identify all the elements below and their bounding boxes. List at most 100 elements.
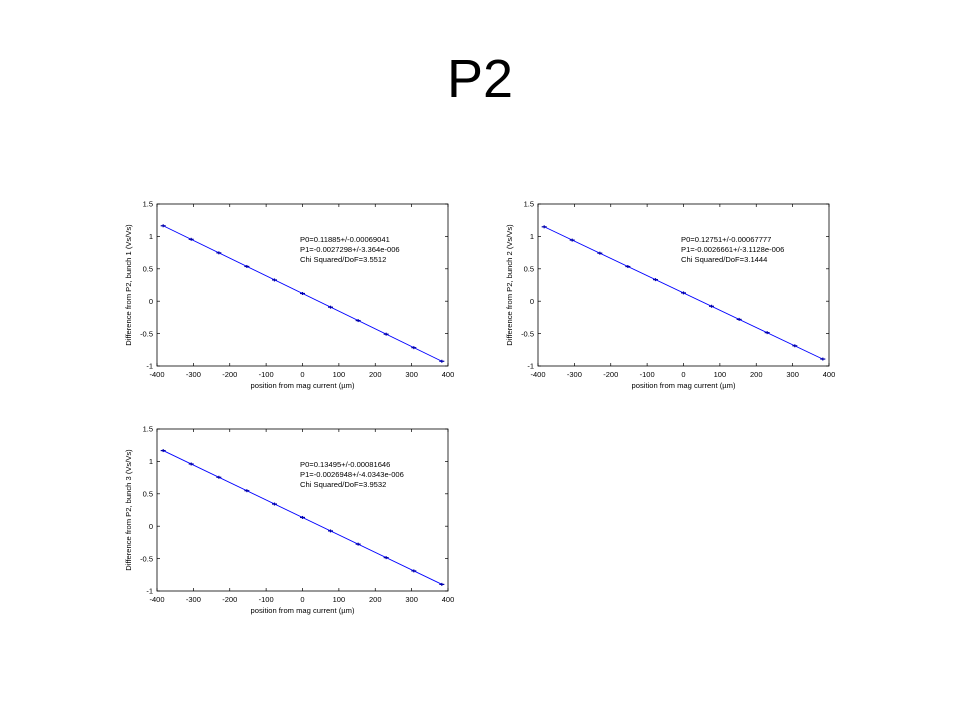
chart-bunch-1: -400 -300 -200 -100 0 100 200 300 400 -1 -0.5 0 0.5 1… [116,193,461,398]
x-tick-label: -200 [603,370,618,379]
chart-svg: -400 -300 -200 -100 0 100 200 300 400 -1 -0.5 0 0.5 1… [124,425,455,615]
x-tick-label: -100 [640,370,655,379]
data-point [160,224,166,228]
y-tick-label: 1 [149,232,153,241]
x-tick-label: 0 [681,370,685,379]
y-tick-label: -0.5 [521,329,534,338]
x-axis-label: position from mag current (µm) [251,606,355,615]
x-tick-label: 0 [300,370,304,379]
data-point [355,542,361,546]
data-point [383,556,389,560]
data-point [439,359,445,363]
data-point [411,569,417,573]
x-tick-label: 400 [442,370,455,379]
y-tick-label: 0 [149,522,153,531]
data-point [188,237,194,241]
data-point [216,475,222,479]
x-tick-label: -300 [186,370,201,379]
data-point [300,515,305,519]
chart-svg: -400 -300 -200 -100 0 100 200 300 400 -1 -0.5 0 0.5 1… [124,200,455,390]
fit-annotation: Chi Squared/DoF=3.9532 [300,480,386,489]
plot-frame [156,203,449,367]
x-tick-label: -400 [149,595,164,604]
data-point [597,251,603,255]
y-axis-label: Difference from P2, bunch 3 (Vs/Vs) [124,449,133,571]
data-point [411,346,417,350]
data-point [355,319,361,323]
y-axis-label: Difference from P2, bunch 2 (Vs/Vs) [505,224,514,346]
y-tick-label: 1 [149,457,153,466]
x-tick-label: -400 [530,370,545,379]
x-tick-label: 200 [369,595,382,604]
y-tick-label: 0 [149,297,153,306]
y-tick-label: -1 [146,362,153,371]
data-point [764,331,770,335]
x-tick-label: -200 [222,595,237,604]
y-tick-label: -1 [146,587,153,596]
chart-bunch-2: -400 -300 -200 -100 0 100 200 300 400 -1 -0.5 0 0.5 1… [497,193,842,398]
data-point [383,332,389,336]
data-point [244,489,250,493]
x-tick-label: 400 [442,595,455,604]
fit-annotation: P1=-0.0026661+/-3.1128e-006 [681,245,784,254]
data-point [625,265,631,269]
data-point [216,251,222,255]
data-point [541,225,547,229]
x-tick-label: 100 [333,595,346,604]
x-tick-label: -400 [149,370,164,379]
x-tick-label: 100 [714,370,727,379]
chart-bunch-3: -400 -300 -200 -100 0 100 200 300 400 -1 -0.5 0 0.5 1… [116,418,461,623]
x-tick-label: -100 [259,595,274,604]
fit-annotation: P1=-0.0027298+/-3.364e-006 [300,245,400,254]
data-point [652,278,658,282]
data-point [681,291,686,295]
x-tick-label: -300 [567,370,582,379]
x-tick-label: 200 [369,370,382,379]
y-tick-label: 1.5 [524,200,534,209]
y-tick-label: 1.5 [143,200,153,209]
y-tick-label: 1.5 [143,425,153,434]
data-point [328,305,334,309]
x-tick-label: 300 [786,370,799,379]
x-tick-label: -100 [259,370,274,379]
fit-annotation: Chi Squared/DoF=3.5512 [300,255,386,264]
fit-annotation: P0=0.11885+/-0.00069041 [300,235,390,244]
y-tick-label: -0.5 [140,329,153,338]
data-point [328,529,334,533]
fit-annotation: Chi Squared/DoF=3.1444 [681,255,767,264]
x-tick-label: 400 [823,370,836,379]
fit-annotation: P1=-0.0026948+/-4.0343e-006 [300,470,404,479]
data-point [709,304,715,308]
chart-svg: -400 -300 -200 -100 0 100 200 300 400 -1 -0.5 0 0.5 1… [505,200,836,390]
data-point [300,291,305,295]
x-tick-label: -300 [186,595,201,604]
y-tick-label: 0 [530,297,534,306]
data-point [569,238,575,242]
y-tick-label: 1 [530,232,534,241]
data-point [160,449,166,453]
y-tick-label: 0.5 [143,490,153,499]
data-point [188,462,194,466]
data-point [244,264,250,268]
x-tick-label: -200 [222,370,237,379]
y-tick-label: -1 [527,362,534,371]
x-tick-label: 300 [405,370,418,379]
fit-annotation: P0=0.12751+/-0.00067777 [681,235,771,244]
y-tick-label: -0.5 [140,554,153,563]
x-tick-label: 0 [300,595,304,604]
x-tick-label: 200 [750,370,763,379]
fit-annotation: P0=0.13495+/-0.00081646 [300,460,390,469]
x-axis-label: position from mag current (µm) [251,381,355,390]
y-tick-label: 0.5 [524,265,534,274]
x-axis-label: position from mag current (µm) [632,381,736,390]
data-point [792,344,798,348]
y-tick-label: 0.5 [143,265,153,274]
data-point [820,357,826,361]
data-point [439,582,445,586]
x-tick-label: 100 [333,370,346,379]
data-point [736,317,742,321]
data-point [271,278,277,282]
y-axis-label: Difference from P2, bunch 1 (Vs/Vs) [124,224,133,346]
x-tick-label: 300 [405,595,418,604]
slide-title: P2 [446,49,514,109]
